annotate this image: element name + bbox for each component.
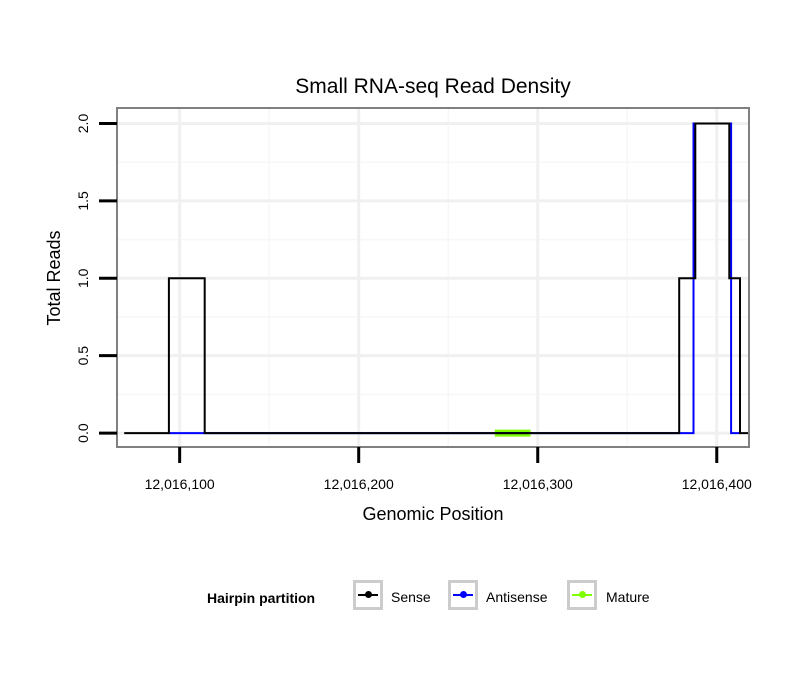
- series-lines: [124, 122, 749, 435]
- x-axis: 12,016,100 12,016,200 12,016,300 12,016,400: [145, 447, 752, 492]
- y-tick-label-2: 1.0: [75, 268, 91, 288]
- x-tick-label-0: 12,016,100: [145, 476, 215, 492]
- y-tick-label-0: 0.0: [75, 423, 91, 443]
- legend-key-mature: [567, 580, 597, 610]
- x-tick-label-1: 12,016,200: [324, 476, 394, 492]
- y-axis: 0.0 0.5 1.0 1.5 2.0: [75, 114, 117, 443]
- legend-title: Hairpin partition: [207, 590, 316, 606]
- grid: [117, 108, 749, 447]
- y-axis-label: Total Reads: [44, 230, 64, 325]
- y-tick-label-1: 0.5: [75, 346, 91, 366]
- series-sense-line: [124, 122, 749, 435]
- x-tick-label-2: 12,016,300: [503, 476, 573, 492]
- legend-label-mature: Mature: [606, 589, 650, 605]
- chart-title: Small RNA-seq Read Density: [295, 75, 571, 98]
- y-tick-label-3: 1.5: [75, 191, 91, 211]
- legend: Hairpin partition Sense Antisense Mature: [0, 578, 810, 620]
- x-tick-label-3: 12,016,400: [682, 476, 752, 492]
- legend-label-sense: Sense: [391, 589, 431, 605]
- chart: 12,016,100 12,016,200 12,016,300 12,016,400…: [44, 75, 752, 524]
- y-tick-label-4: 2.0: [75, 114, 91, 134]
- legend-key-sense: [353, 580, 383, 610]
- legend-key-antisense: [448, 580, 478, 610]
- legend-label-antisense: Antisense: [486, 589, 548, 605]
- x-axis-label: Genomic Position: [362, 504, 503, 524]
